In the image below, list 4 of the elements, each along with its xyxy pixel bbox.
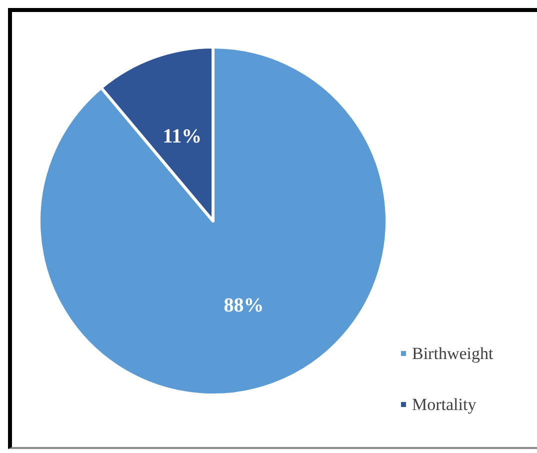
data-label: 11%: [162, 125, 202, 148]
data-label: 88%: [224, 294, 264, 317]
legend-label: Birthweight: [412, 344, 494, 363]
legend-label: Mortality: [412, 395, 477, 414]
